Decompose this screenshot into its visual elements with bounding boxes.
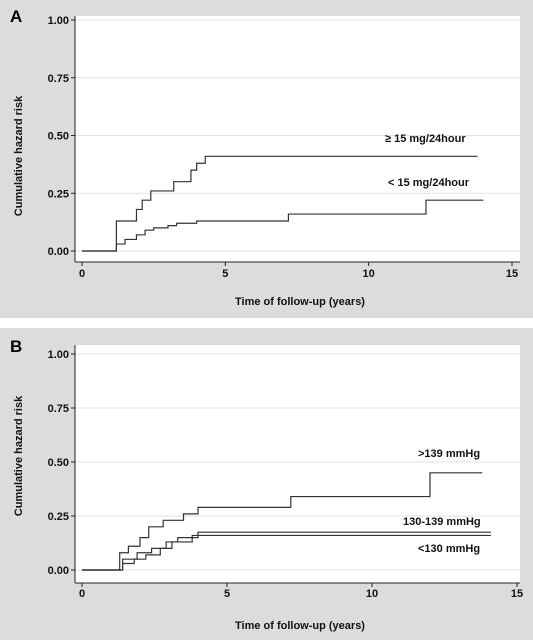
panel-b-y-axis-title: Cumulative hazard risk <box>13 395 25 516</box>
panel-b-x-axis-title: Time of follow-up (years) <box>235 620 365 632</box>
panel-b-x-tick-label: 5 <box>224 588 230 600</box>
panel-a-series-label-2: < 15 mg/24hour <box>388 177 470 189</box>
panel-a-series-label-1: ≥ 15 mg/24hour <box>385 133 466 145</box>
panel-b-series-line-3 <box>82 534 491 571</box>
panel-a-letter: A <box>10 7 22 26</box>
panel-b-series-label-3: <130 mmHg <box>418 543 480 555</box>
panel-a-x-tick-label: 0 <box>79 268 85 280</box>
panel-a-y-tick-label: 0.25 <box>48 188 69 200</box>
panel-b-y-tick-label: 1.00 <box>48 349 69 361</box>
panel-b-y-tick-label: 0.25 <box>48 511 69 523</box>
panel-b-x-tick-label: 10 <box>366 588 378 600</box>
panel-b-x-tick-label: 15 <box>511 588 523 600</box>
panel-a-x-tick-label: 15 <box>506 268 518 280</box>
panel-a-x-tick-label: 10 <box>363 268 375 280</box>
panel-a-plot-area <box>75 16 520 262</box>
panel-a-y-tick-label: 0.75 <box>48 73 69 85</box>
panel-b-series-label-2: 130-139 mmHg <box>403 516 481 528</box>
panel-a-series-line-2 <box>82 199 484 252</box>
panel-a-x-axis-title: Time of follow-up (years) <box>235 296 365 308</box>
panel-b-plot-area <box>75 345 520 583</box>
panel-b-y-tick-label: 0.00 <box>48 565 69 577</box>
panel-b-letter: B <box>10 337 22 356</box>
panel-a-series-line-1 <box>82 155 478 252</box>
panel-b-series-label-1: >139 mmHg <box>418 448 480 460</box>
panel-a-x-tick-label: 5 <box>222 268 228 280</box>
panel-b-x-tick-label: 0 <box>79 588 85 600</box>
panel-b-y-tick-label: 0.75 <box>48 403 69 415</box>
panel-a-y-tick-label: 0.50 <box>48 131 69 143</box>
panel-b-series-line-1 <box>82 472 483 571</box>
panel-b-y-tick-label: 0.50 <box>48 457 69 469</box>
panel-a-y-axis-title: Cumulative hazard risk <box>13 95 25 216</box>
panel-a-y-tick-label: 1.00 <box>48 15 69 27</box>
panel-a-y-tick-label: 0.00 <box>48 246 69 258</box>
